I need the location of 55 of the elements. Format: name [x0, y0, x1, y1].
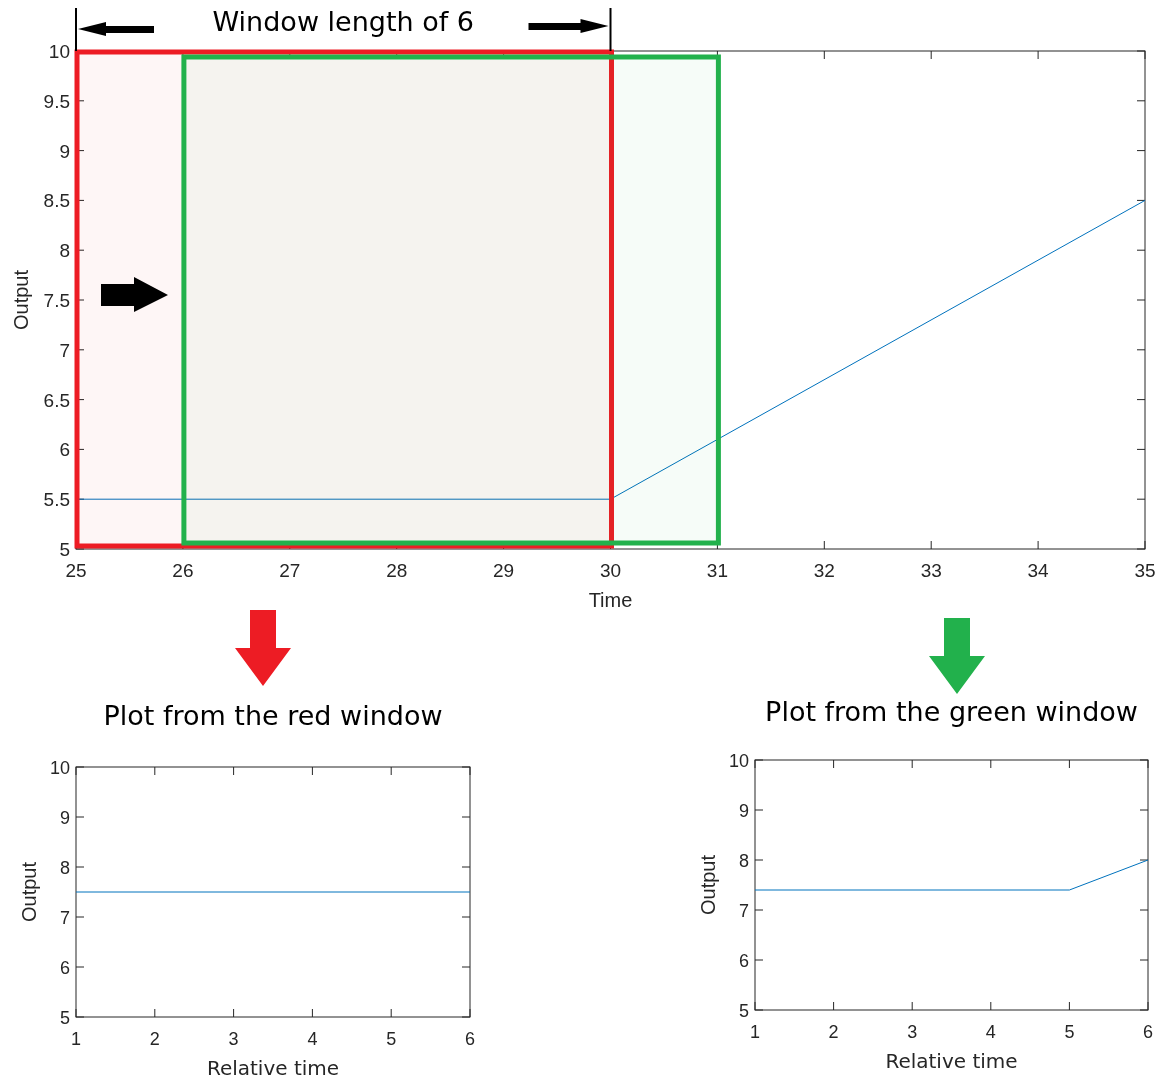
y-tick-label: 6 — [59, 439, 70, 461]
x-tick-label: 27 — [279, 560, 301, 581]
chart-title: Plot from the red window — [103, 700, 443, 731]
y-tick-label: 5.5 — [43, 489, 70, 511]
y-tick-label: 7 — [738, 901, 749, 921]
x-axis-title: Relative time — [206, 1056, 340, 1080]
y-tick-label: 8.5 — [43, 190, 70, 212]
y-tick-label: 8 — [738, 851, 749, 871]
y-axis-title: Output — [697, 854, 719, 916]
x-tick-label: 3 — [907, 1022, 918, 1042]
y-tick-label: 7 — [59, 339, 70, 361]
x-tick-label: 34 — [1027, 560, 1050, 581]
y-tick-label: 9 — [59, 808, 70, 828]
x-tick-label: 28 — [386, 560, 408, 581]
y-tick-label: 5 — [59, 1008, 70, 1028]
x-tick-label: 35 — [1134, 560, 1156, 581]
x-axis-title: Relative time — [885, 1049, 1018, 1073]
x-tick-label: 31 — [706, 560, 728, 581]
x-tick-label: 3 — [228, 1029, 239, 1049]
x-tick-label: 2 — [149, 1029, 160, 1049]
x-tick-label: 6 — [1142, 1022, 1154, 1042]
x-tick-label: 25 — [65, 560, 87, 581]
y-tick-label: 9 — [738, 801, 749, 821]
y-tick-label: 8 — [59, 240, 70, 262]
text: Window length of 6 — [212, 6, 474, 37]
y-tick-label: 9.5 — [43, 90, 70, 112]
x-tick-label: 5 — [386, 1029, 397, 1049]
y-tick-label: 8 — [59, 858, 70, 878]
y-tick-label: 5 — [59, 539, 70, 560]
y-tick-label: 6 — [738, 951, 749, 971]
x-tick-label: 30 — [599, 560, 622, 581]
x-tick-label: 26 — [172, 560, 194, 581]
x-tick-label: 1 — [70, 1029, 82, 1049]
y-axis-title: Output — [18, 861, 40, 923]
y-tick-label: 5 — [738, 1001, 749, 1021]
chart-title: Plot from the green window — [765, 696, 1138, 727]
y-axis-title: Output — [10, 269, 32, 331]
x-axis-title: Time — [588, 589, 633, 611]
y-tick-label: 7.5 — [43, 290, 70, 311]
x-tick-label: 2 — [828, 1022, 839, 1042]
y-tick-label: 6 — [59, 958, 70, 978]
x-tick-label: 4 — [307, 1029, 318, 1049]
y-tick-label: 10 — [49, 758, 70, 778]
x-tick-label: 5 — [1064, 1022, 1075, 1042]
x-tick-label: 4 — [985, 1022, 996, 1042]
x-tick-label: 33 — [920, 560, 942, 581]
y-tick-label: 7 — [59, 908, 70, 928]
x-tick-label: 32 — [813, 560, 835, 581]
y-tick-label: 6.5 — [43, 389, 70, 411]
x-tick-label: 6 — [464, 1029, 476, 1049]
x-tick-label: 29 — [493, 560, 515, 581]
x-tick-label: 1 — [749, 1022, 761, 1042]
y-tick-label: 10 — [48, 41, 70, 62]
y-tick-label: 10 — [728, 751, 749, 771]
y-tick-label: 9 — [59, 140, 70, 162]
